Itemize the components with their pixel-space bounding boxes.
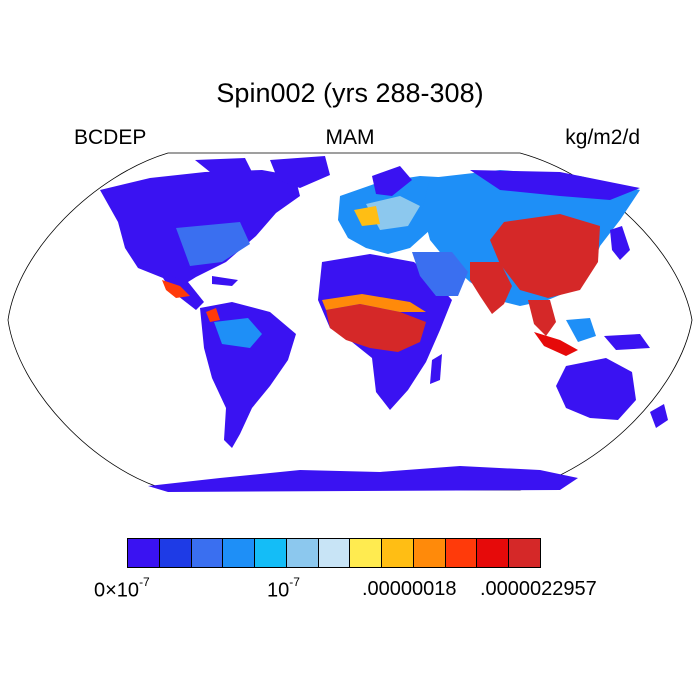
greenland-land xyxy=(270,156,330,188)
colorbar-swatch-4 xyxy=(255,539,287,567)
arctic-islands-land xyxy=(195,158,252,176)
western-europe-hot xyxy=(354,206,380,226)
colorbar xyxy=(127,538,541,568)
amazon-mid xyxy=(214,318,262,348)
colorbar-label-0: 0×10-7 xyxy=(94,575,150,602)
colorbar-swatch-9 xyxy=(413,539,446,567)
scandinavia-land xyxy=(372,166,412,196)
colorbar-swatch-10 xyxy=(445,539,478,567)
colorbar-label-3: .0000022957 xyxy=(480,578,597,600)
colorbar-swatch-8 xyxy=(382,539,414,567)
colorbar-swatch-6 xyxy=(318,539,351,567)
middle-east-land xyxy=(412,252,468,296)
colorbar-swatch-11 xyxy=(477,539,510,567)
china-high xyxy=(490,214,600,298)
australia-land xyxy=(556,358,636,420)
eastern-us-mid xyxy=(176,222,250,266)
india-high xyxy=(470,262,512,314)
madagascar-land xyxy=(430,354,442,384)
africa-band-high xyxy=(326,304,426,352)
colombia-high xyxy=(206,308,220,322)
season-label: MAM xyxy=(325,126,375,149)
antarctica-land xyxy=(148,466,578,492)
mexico-high xyxy=(162,280,190,298)
plot-title: Spin002 (yrs 288-308) xyxy=(216,78,484,108)
new-zealand-land xyxy=(650,404,668,428)
borneo-mid xyxy=(566,318,596,342)
colorbar-swatch-2 xyxy=(191,539,224,567)
africa-band-mid xyxy=(322,294,426,312)
units-label: kg/m2/d xyxy=(565,126,640,149)
sumatra-high xyxy=(534,332,578,356)
indochina-high xyxy=(528,300,556,336)
colorbar-label-1: 10-7 xyxy=(267,575,300,602)
colorbar-label-2: .00000018 xyxy=(362,578,457,600)
new-guinea-land xyxy=(604,334,650,350)
colorbar-swatch-7 xyxy=(350,539,383,567)
japan-land xyxy=(610,226,630,260)
colorbar-swatch-5 xyxy=(286,539,319,567)
cuba-land xyxy=(212,276,238,286)
colorbar-swatch-3 xyxy=(223,539,256,567)
colorbar-swatch-1 xyxy=(159,539,192,567)
siberia-low xyxy=(470,170,640,200)
europe-light xyxy=(366,196,420,230)
colorbar-swatch-12 xyxy=(509,539,540,567)
variable-label: BCDEP xyxy=(74,126,147,149)
colorbar-swatch-0 xyxy=(128,539,160,567)
